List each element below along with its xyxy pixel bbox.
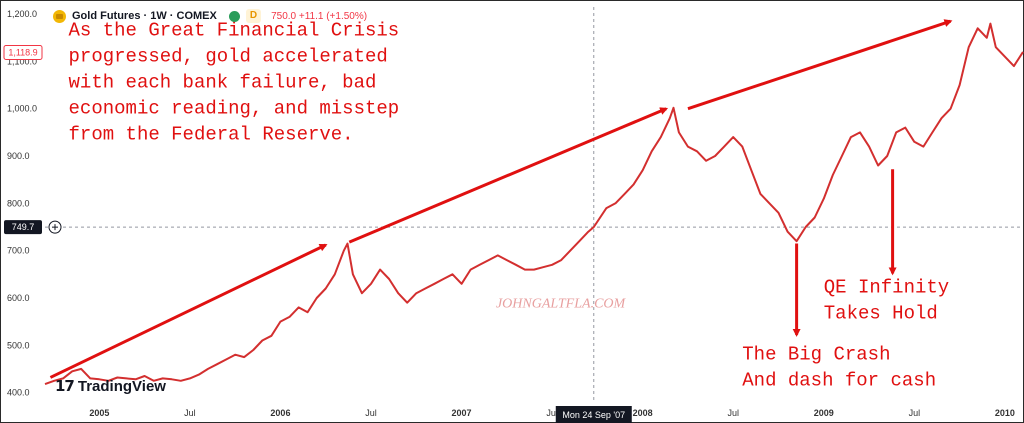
y-tick-label: 800.0 <box>7 198 30 208</box>
y-tick-label: 700.0 <box>7 246 30 256</box>
tradingview-logo-icon: 17 <box>55 377 75 395</box>
annotation-line: As the Great Financial Crisis <box>69 19 400 41</box>
x-tick-label: 2008 <box>633 408 653 418</box>
x-tick-label: Jul <box>546 408 558 418</box>
annotation-line: from the Federal Reserve. <box>69 123 354 145</box>
annotation-line: Takes Hold <box>824 302 938 324</box>
crosshair-x-label-box <box>555 406 632 423</box>
y-tick-label: 1,100.0 <box>7 56 37 66</box>
x-tick-label: Jul <box>365 408 377 418</box>
crosshair-x-label: Mon 24 Sep '07 <box>562 410 625 420</box>
tradingview-wordmark: TradingView <box>77 377 166 395</box>
last-price-box <box>3 44 43 60</box>
annotation-line: The Big Crash <box>742 343 890 365</box>
price-change: 750.0 +11.1 (+1.50%) <box>271 10 368 22</box>
y-tick-label: 500.0 <box>7 340 30 350</box>
tradingview-watermark: 17 TradingView <box>55 377 166 395</box>
last-price-label: 1,118.9 <box>8 47 37 57</box>
y-tick-label: 600.0 <box>7 293 30 303</box>
annotation-text: As the Great Financial Crisis progressed,… <box>69 19 400 145</box>
x-tick-label: 2006 <box>270 408 290 418</box>
annotation-text: QE Infinity Takes Hold <box>824 276 949 324</box>
y-tick-label: 1,200.0 <box>7 9 37 19</box>
market-open-icon <box>228 10 240 22</box>
crosshair-y-label-box <box>4 220 42 235</box>
x-tick-label: Jul <box>909 408 921 418</box>
chart-header: Gold Futures · 1W · COMEX D 750.0 +11.1 … <box>53 7 367 25</box>
annotation-text: JOHNGALTFLA.COM <box>496 296 627 311</box>
annotation-text: The Big Crash And dash for cash <box>742 343 936 391</box>
annotation-line: with each bank failure, bad <box>69 71 377 93</box>
price-series-line <box>44 22 1024 386</box>
y-tick-label: 1,000.0 <box>7 104 37 114</box>
annotation-arrow <box>49 243 328 379</box>
y-tick-label: 900.0 <box>7 151 30 161</box>
crosshair-y-label: 749.7 <box>12 222 35 232</box>
annotation-line: economic reading, and misstep <box>69 97 400 119</box>
annotation-line: progressed, gold accelerated <box>69 45 388 67</box>
annotation-line: QE Infinity <box>824 276 949 298</box>
x-tick-label: 2009 <box>814 408 834 418</box>
data-badge: D <box>245 9 262 23</box>
annotation-arrow <box>687 19 953 111</box>
gold-bar-icon <box>53 9 66 23</box>
annotation-arrow <box>348 107 669 244</box>
x-tick-label: Jul <box>727 408 739 418</box>
x-tick-label: 2005 <box>89 408 109 418</box>
annotation-line: And dash for cash <box>742 369 936 391</box>
symbol-title[interactable]: Gold Futures · 1W · COMEX <box>72 10 217 22</box>
annotation-line: JOHNGALTFLA.COM <box>496 296 627 311</box>
x-tick-label: 2010 <box>995 408 1015 418</box>
x-tick-label: Jul <box>184 408 196 418</box>
y-tick-label: 400.0 <box>7 388 30 398</box>
x-tick-label: 2007 <box>452 408 472 418</box>
